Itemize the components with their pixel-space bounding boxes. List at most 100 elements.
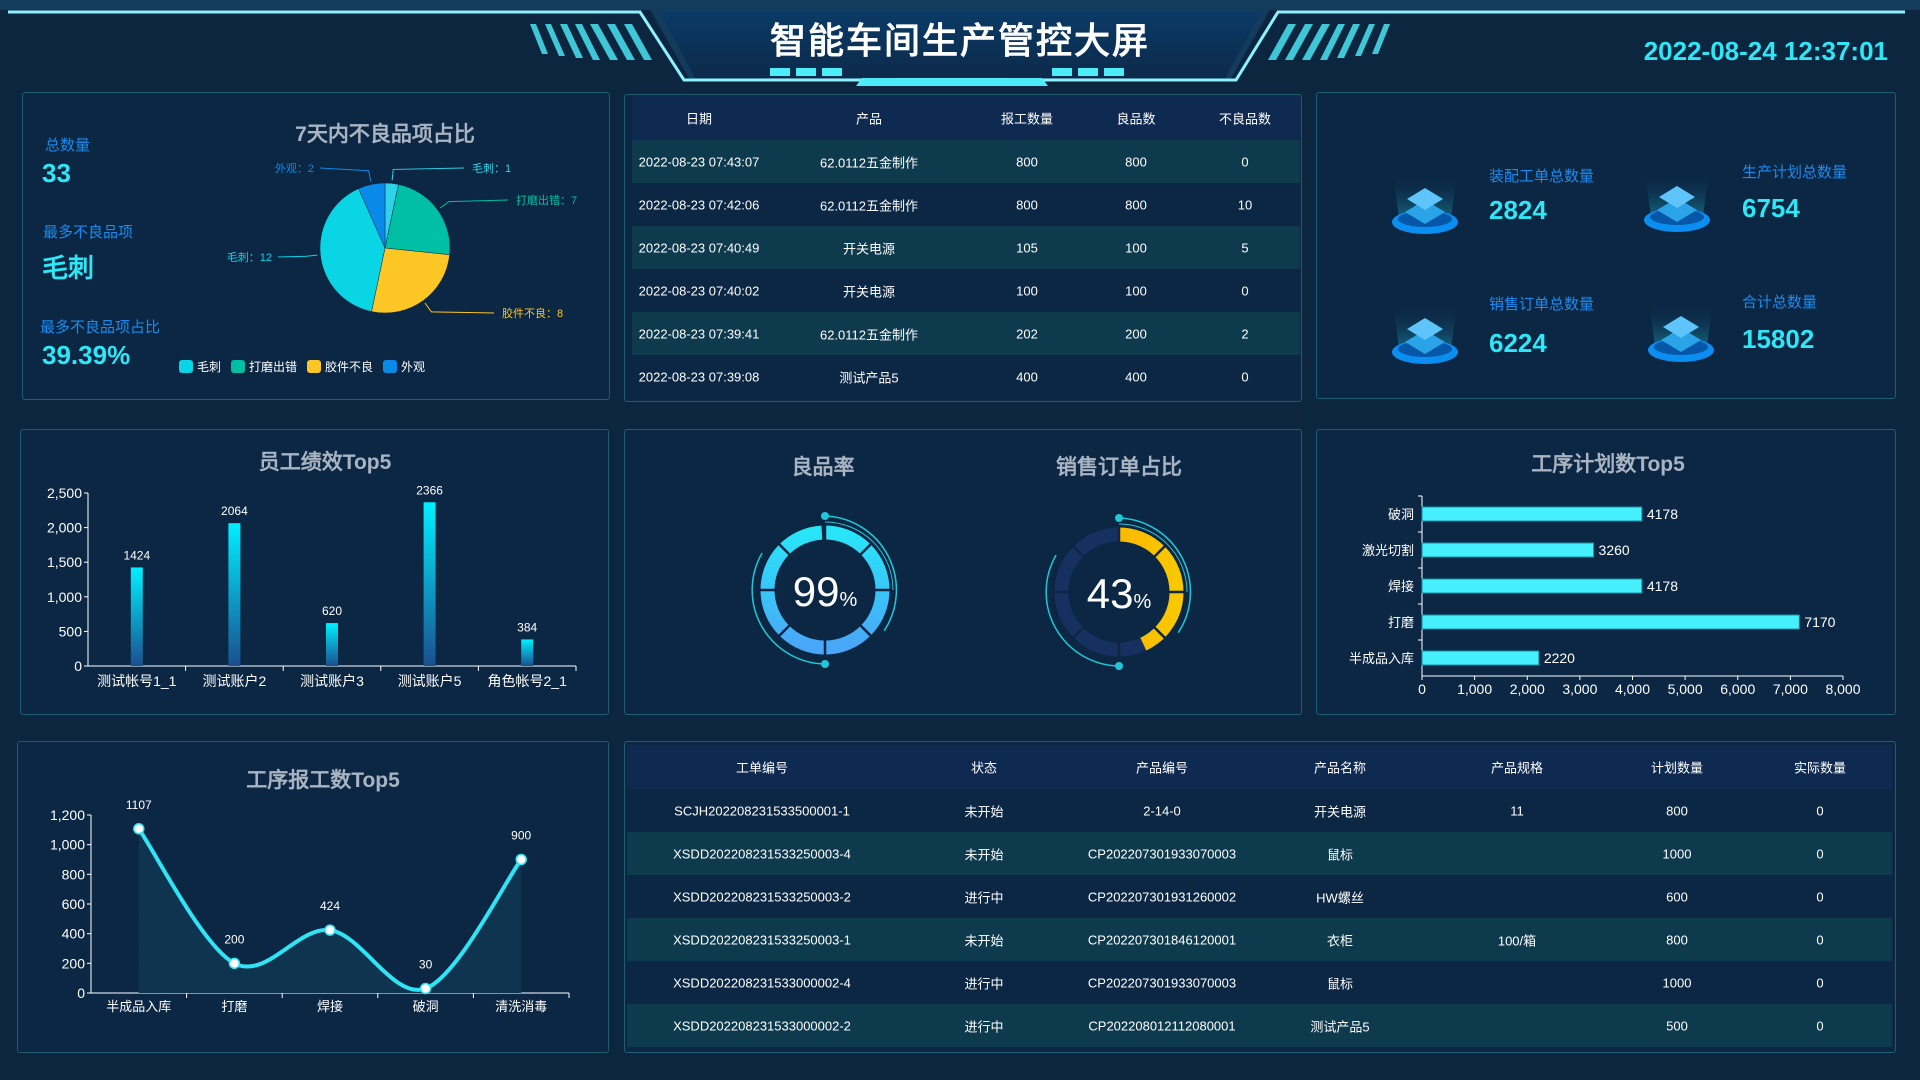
table-row[interactable]: 2022-08-23 07:42:06 62.0112五金制作 800 800 10 (632, 183, 1300, 226)
bar (1421, 506, 1643, 522)
table-cell: 开关电源 (1313, 804, 1367, 819)
table-cell: 800 (1666, 803, 1688, 818)
table-cell: 0 (1241, 369, 1249, 384)
table-row[interactable]: XSDD202208231533250003-4 未开始 CP20220730193… (627, 832, 1892, 875)
line-point (228, 957, 241, 970)
point-value-label: 30 (419, 958, 433, 972)
pie-slice (371, 247, 450, 314)
pie-slice (319, 188, 386, 312)
gauge-deco-arc (1045, 554, 1120, 667)
line-point (324, 924, 336, 936)
table-row[interactable]: XSDD202208231533250003-2 进行中 CP20220730193… (627, 875, 1892, 918)
gauge-charts: 99% 43% (751, 512, 1192, 670)
table-cell: 800 (1125, 154, 1147, 169)
legend-item[interactable]: 外观 (383, 358, 425, 375)
y-tick-label: 800 (62, 866, 86, 882)
table-cell: 400 (1016, 369, 1038, 384)
bar-value-label: 7170 (1804, 614, 1835, 630)
x-tick-label: 1,000 (1457, 681, 1492, 697)
table-cell: 2022-08-23 07:42:06 (638, 197, 760, 212)
stat-label: 生产计划总数量 (1742, 164, 1848, 181)
stat-label: 销售订单总数量 (1489, 296, 1595, 313)
legend-item[interactable]: 胶件不良 (307, 358, 373, 375)
x-tick-label: 4,000 (1615, 681, 1650, 697)
table-cell: 100/箱 (1497, 933, 1537, 948)
bar (1421, 542, 1595, 558)
process-report-line-chart: 0 200 400 600 800 1,000 1,200 1107 半成品入库 200 打磨 424… (50, 798, 570, 1014)
table-cell: 105 (1016, 240, 1038, 255)
column-header: 产品 (855, 111, 883, 127)
table-row[interactable]: XSDD202208231533000002-4 进行中 CP20220730193… (627, 961, 1892, 1004)
gauge-unit: % (839, 589, 857, 611)
table-cell: 62.0112五金制作 (819, 327, 919, 342)
gauge-dot (1115, 662, 1123, 670)
table-row[interactable]: 2022-08-23 07:43:07 62.0112五金制作 800 800 0 (632, 140, 1300, 183)
layers-icon (1645, 296, 1717, 366)
legend-label: 外观 (401, 360, 426, 374)
gauge-dot (1115, 514, 1123, 522)
gauge-value: 99% (793, 568, 858, 615)
x-tick-label: 0 (1418, 681, 1426, 697)
y-tick-label: 半成品入库 (1349, 651, 1414, 666)
report-table: 日期 产品 报工数量 良品数 不良品数 2022-08-23 07:43:07 62.011… (632, 96, 1300, 398)
bar (228, 523, 241, 666)
table-cell: XSDD202208231533000002-4 (673, 975, 851, 990)
bar (521, 639, 534, 666)
x-tick-label: 测试账户3 (300, 673, 364, 689)
employee-chart-title: 员工绩效Top5 (258, 451, 392, 474)
gauge-deco-arc (1118, 517, 1192, 634)
table-cell: 鼠标 (1326, 847, 1354, 862)
table-cell: 200 (1125, 326, 1147, 341)
column-header: 产品编号 (1135, 760, 1189, 776)
pie-label: 打磨出错：7 (516, 193, 577, 207)
legend-item[interactable]: 打磨出错 (231, 358, 297, 375)
bar (130, 567, 143, 666)
legend-label: 打磨出错 (249, 360, 298, 374)
table-cell: 1000 (1662, 846, 1692, 861)
table-row[interactable]: 2022-08-23 07:40:02 开关电源 100 100 0 (632, 269, 1300, 312)
table-cell: XSDD202208231533250003-4 (673, 846, 851, 861)
stat-label: 合计总数量 (1742, 294, 1818, 311)
column-header: 实际数量 (1793, 760, 1847, 776)
table-cell: CP202207301931260002 (1087, 889, 1237, 904)
table-cell: 开关电源 (842, 284, 896, 299)
table-cell: 测试产品5 (1310, 1019, 1370, 1034)
column-header: 产品规格 (1490, 760, 1544, 776)
table-row[interactable]: XSDD202208231533250003-1 未开始 CP20220730184… (627, 918, 1892, 961)
table-row[interactable]: SCJH202208231533500001-1 未开始 2-14-0 开关电源 11 8… (627, 789, 1892, 832)
table-row[interactable]: 2022-08-23 07:39:08 测试产品5 400 400 0 (632, 355, 1300, 398)
bar-value-label: 2366 (416, 483, 443, 497)
pie-label: 外观：2 (275, 162, 314, 175)
legend-item[interactable]: 毛刺 (179, 358, 221, 375)
pie-label: 毛刺：1 (472, 162, 511, 175)
column-header: 状态 (970, 760, 998, 776)
bar-value-label: 4178 (1647, 506, 1678, 522)
bar (1421, 614, 1800, 630)
header-stripes-left (530, 24, 652, 60)
table-cell: 2022-08-23 07:39:41 (638, 326, 760, 341)
column-header: 良品数 (1116, 111, 1156, 127)
pie-label-line (277, 254, 318, 258)
bar (1421, 578, 1643, 594)
layers-icon (1389, 298, 1461, 368)
table-cell: 800 (1125, 197, 1147, 212)
table-cell: 0 (1241, 154, 1249, 169)
y-tick-label: 0 (77, 985, 85, 1001)
x-tick-label: 测试账户2 (203, 673, 267, 689)
y-tick-label: 2,000 (47, 520, 82, 536)
table-row[interactable]: XSDD202208231533000002-2 进行中 CP20220801211… (627, 1004, 1892, 1047)
gauge-deco-arc (824, 515, 898, 632)
stat-value: 6224 (1489, 328, 1547, 358)
x-tick-label: 清洗消毒 (495, 999, 547, 1014)
top-defect-value: 毛刺 (42, 253, 95, 283)
table-cell: 800 (1016, 154, 1038, 169)
y-tick-label: 200 (62, 955, 86, 971)
pie-label-line (391, 167, 465, 181)
x-tick-label: 角色帐号2_1 (488, 673, 568, 689)
gauge-divider (1071, 544, 1086, 559)
legend-swatch (383, 360, 398, 373)
line-area (138, 828, 522, 993)
column-header: 报工数量 (1000, 111, 1054, 127)
table-row[interactable]: 2022-08-23 07:39:41 62.0112五金制作 202 200 2 (632, 312, 1300, 355)
table-row[interactable]: 2022-08-23 07:40:49 开关电源 105 100 5 (632, 226, 1300, 269)
